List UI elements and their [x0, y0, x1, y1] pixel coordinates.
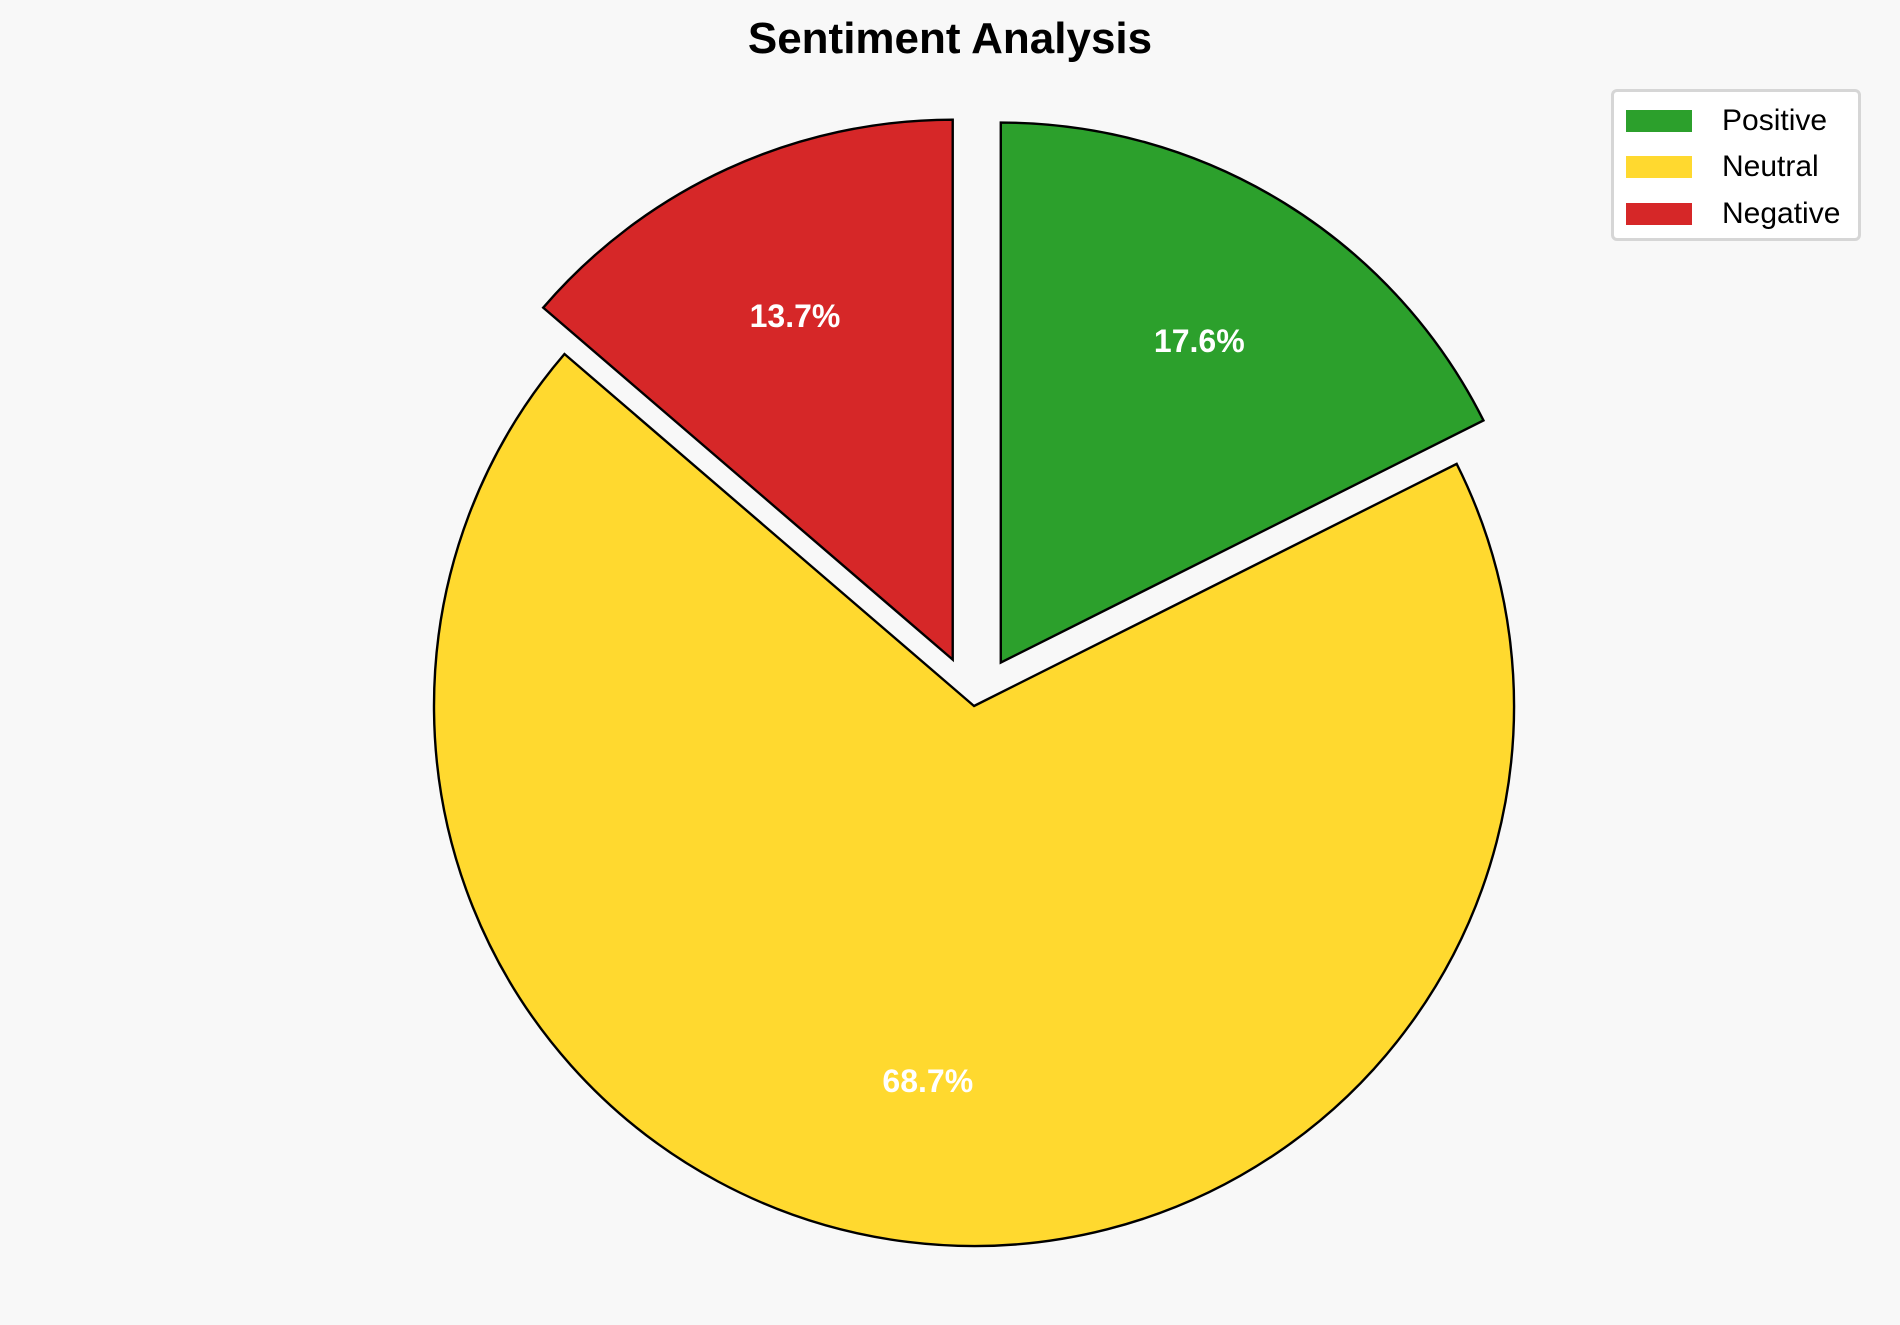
slice-label-neutral: 68.7%: [882, 1063, 973, 1099]
legend-swatch: [1626, 203, 1692, 225]
pie-slice-neutral: [432, 352, 1516, 1248]
legend-item-negative: Negative: [1626, 197, 1841, 230]
pie-slice-positive: [999, 121, 1486, 665]
slice-label-positive: 17.6%: [1154, 323, 1245, 359]
slice-label-negative: 13.7%: [750, 298, 841, 334]
legend-swatch: [1626, 156, 1692, 178]
legend: Positive Neutral Negative: [1611, 89, 1861, 241]
legend-item-neutral: Neutral: [1626, 150, 1819, 183]
legend-item-positive: Positive: [1626, 104, 1828, 137]
legend-label: Negative: [1722, 197, 1841, 230]
legend-label: Neutral: [1722, 150, 1819, 183]
chart-title: Sentiment Analysis: [747, 14, 1153, 63]
legend-swatch: [1626, 110, 1692, 132]
pie-slice-negative: [541, 118, 954, 663]
legend-label: Positive: [1722, 104, 1828, 137]
